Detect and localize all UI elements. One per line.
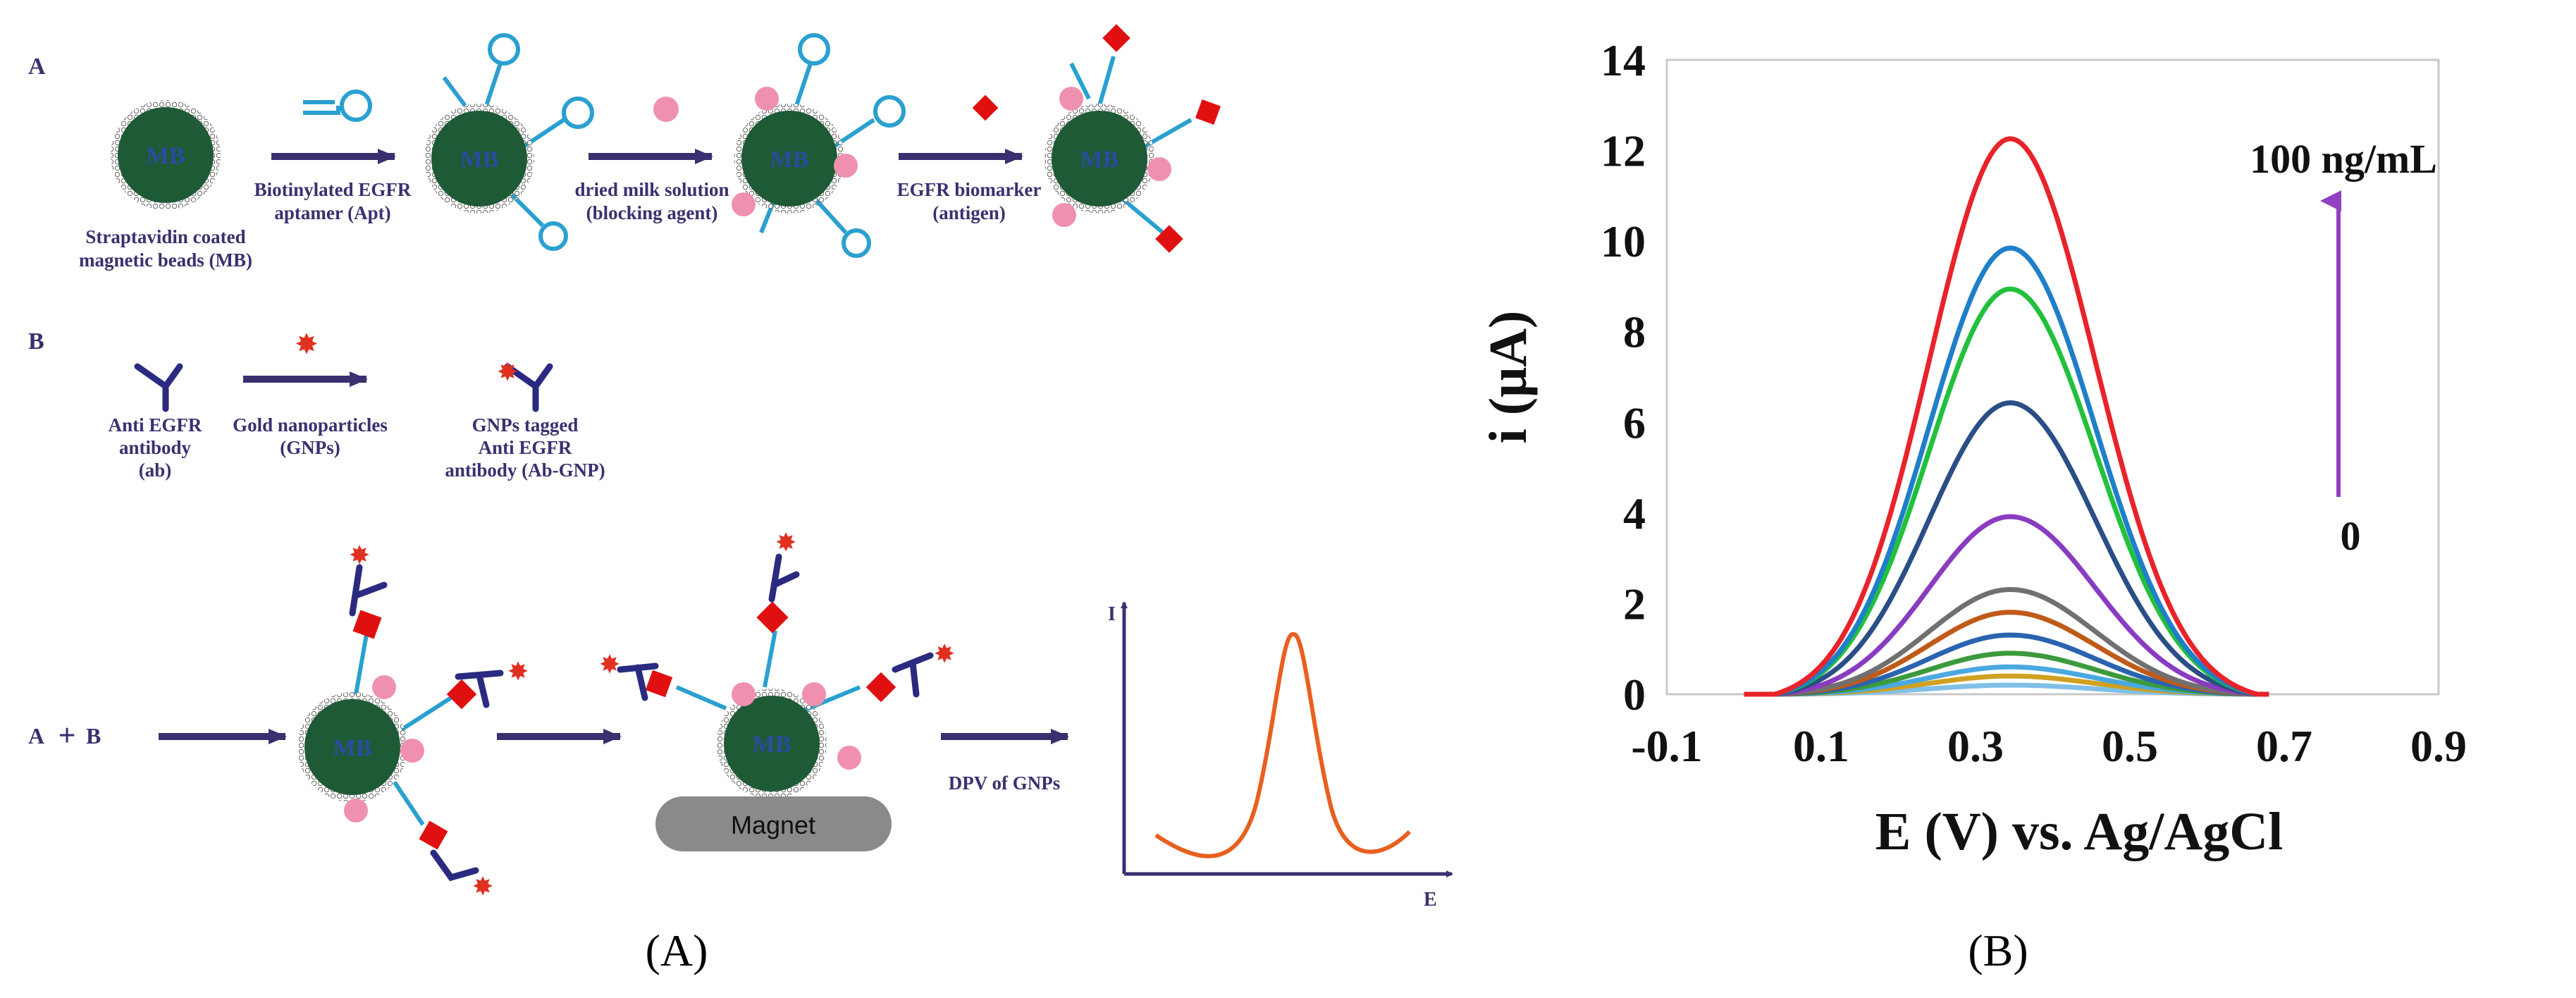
bead-text: MB — [333, 735, 372, 761]
mb-bead-plain: MB — [111, 100, 221, 210]
mb-bead-aptamer: MB — [424, 33, 594, 251]
mini-y-label: I — [1108, 603, 1116, 625]
x-tick-label: 0.5 — [2102, 721, 2158, 771]
blocking-agent-icon — [653, 97, 679, 122]
x-tick-labels: -0.1 0.1 0.3 0.5 0.7 0.9 — [1631, 721, 2467, 771]
gnp-icon: ✸ — [295, 328, 319, 361]
series-line — [1744, 245, 2269, 697]
b-tag-line3: antibody (Ab-GNP) — [445, 460, 605, 481]
b-gnp-line1: Gold nanoparticles — [233, 414, 388, 436]
mini-peak-curve — [1154, 632, 1412, 858]
y-axis-label: i (μA) — [1479, 311, 1538, 444]
svg-text:✸: ✸ — [349, 541, 370, 570]
series-line — [1744, 136, 2269, 697]
y-tick-label: 10 — [1601, 216, 1646, 266]
step2-label-line2: aptamer (Apt) — [274, 202, 390, 223]
step4-label-line2: (antigen) — [932, 202, 1006, 223]
mini-dpv-plot: I E — [1108, 601, 1453, 911]
y-tick-label: 14 — [1601, 35, 1646, 85]
b-antibody-line2: antibody — [119, 437, 192, 458]
b-tag-line2: Anti EGFR — [479, 437, 572, 458]
caption-a: (A) — [646, 925, 708, 975]
b-antibody-line3: (ab) — [139, 460, 172, 481]
step2-label-line1: Biotinylated EGFR — [254, 179, 412, 200]
mb-bead-antigen: MB — [1044, 24, 1221, 253]
b-tag-line1: GNPs tagged — [472, 414, 579, 436]
step3-label-line1: dried milk solution — [574, 179, 729, 200]
svg-text:✸: ✸ — [599, 651, 620, 679]
b-antibody-line1: Anti EGFR — [109, 414, 202, 436]
b-gnp-line2: (GNPs) — [280, 437, 340, 458]
plot-frame — [1665, 58, 2440, 696]
svg-text:✸: ✸ — [934, 640, 955, 669]
y-tick-label: 4 — [1623, 488, 1646, 538]
combine-a: A — [28, 723, 44, 748]
bead-text: MB — [147, 143, 185, 169]
x-axis-label: E (V) vs. Ag/AgCl — [1875, 802, 2283, 861]
magnet-label: Magnet — [731, 811, 815, 839]
bead-text: MB — [770, 147, 809, 173]
mb-bead-sandwich: ✸ ✸ ✸ MB — [297, 541, 529, 901]
step1-label-line1: Straptavidin coated — [85, 226, 245, 247]
y-tick-labels: 0 2 4 6 8 10 12 14 — [1601, 35, 1646, 720]
bead-text: MB — [1080, 147, 1119, 173]
x-tick-label: 0.9 — [2410, 721, 2467, 771]
svg-text:✸: ✸ — [507, 658, 529, 686]
y-tick-label: 0 — [1623, 670, 1646, 720]
mb-bead-magnet: ✸ ✸ ✸ MB — [599, 529, 955, 799]
magnet: Magnet — [655, 796, 892, 851]
x-tick-label: 0.3 — [1947, 721, 2004, 771]
antigen-icon — [972, 94, 999, 121]
step3-label-line2: (blocking agent) — [586, 202, 718, 223]
panel-a: A MB Straptavidin coated magnetic beads … — [28, 24, 1453, 975]
mini-x-label: E — [1424, 889, 1437, 911]
x-tick-label: -0.1 — [1631, 721, 1702, 771]
series-line — [1744, 514, 2269, 697]
x-tick-label: 0.1 — [1793, 721, 1849, 771]
dpv-label: DPV of GNPs — [949, 772, 1061, 794]
y-tick-label: 6 — [1623, 398, 1646, 448]
y-tick-label: 2 — [1623, 579, 1646, 629]
svg-text:✸: ✸ — [775, 529, 796, 557]
bead-text: MB — [460, 147, 499, 173]
y-tick-label: 12 — [1601, 126, 1646, 176]
x-tick-label: 0.7 — [2256, 721, 2312, 771]
annotation-bottom: 0 — [2341, 513, 2361, 559]
y-tick-label: 8 — [1623, 307, 1646, 357]
step4-label-line1: EGFR biomarker — [897, 179, 1042, 200]
antibody-gnp-icon: ✸ — [497, 358, 553, 412]
bead-text: MB — [753, 732, 791, 758]
panel-b-chart: 0 2 4 6 8 10 12 14 -0.1 0.1 0.3 0.5 0.7 0.9 E (V) vs… — [1479, 35, 2467, 975]
mb-bead-blocked: MB — [732, 33, 906, 258]
series-curves — [1744, 136, 2269, 697]
svg-text:✸: ✸ — [472, 873, 493, 901]
caption-b: (B) — [1968, 925, 2028, 975]
combine-b: B — [86, 723, 101, 748]
antibody-icon — [134, 363, 183, 412]
series-line — [1744, 586, 2269, 697]
svg-text:✸: ✸ — [497, 358, 518, 387]
aptamer-icon — [303, 90, 372, 122]
step1-label-line2: magnetic beads (MB) — [79, 250, 252, 271]
section-a-label: A — [28, 54, 46, 80]
annotation-top: 100 ng/mL — [2250, 136, 2437, 182]
section-b-label: B — [28, 328, 44, 355]
series-line — [1744, 400, 2269, 697]
plus-icon: + — [58, 718, 75, 753]
